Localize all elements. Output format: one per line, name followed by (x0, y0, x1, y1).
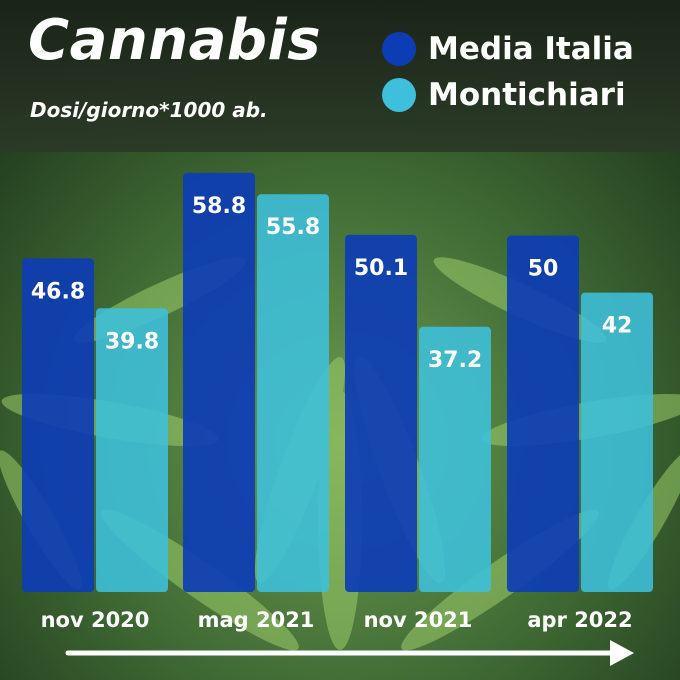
legend-item-media-italia: Media Italia (382, 26, 634, 72)
bar-media-italia-nov-2021 (345, 234, 417, 593)
legend-label-media-italia: Media Italia (428, 31, 634, 67)
x-axis-labels: nov 2020 mag 2021 nov 2021 apr 2022 (41, 608, 633, 632)
value-label-media-italia-nov-2021: 50.1 (354, 256, 408, 281)
value-label-montichiari-nov-2020: 39.8 (105, 329, 159, 354)
bars-layer: 46.8 39.8 58.8 55.8 50.1 37.2 50 42 (22, 172, 653, 593)
chart-subtitle: Dosi/giorno*1000 ab. (30, 98, 268, 122)
header-band (0, 0, 680, 152)
bar-media-italia-nov-2020 (22, 258, 94, 592)
x-tick-label-nov-2021: nov 2021 (364, 608, 473, 632)
bar-montichiari-nov-2020 (96, 308, 168, 592)
bar-media-italia-apr-2022 (507, 235, 579, 592)
legend-swatch-media-italia (382, 32, 416, 66)
value-label-media-italia-mag-2021: 58.8 (192, 194, 246, 219)
legend-item-montichiari: Montichiari (382, 72, 634, 118)
legend-swatch-montichiari (382, 78, 416, 112)
chart-title: Cannabis (28, 8, 322, 73)
bar-montichiari-nov-2021 (419, 326, 491, 592)
legend: Media Italia Montichiari (382, 26, 634, 118)
time-arrow (65, 640, 634, 666)
value-label-media-italia-apr-2022: 50 (528, 257, 559, 282)
bar-montichiari-mag-2021 (257, 194, 329, 593)
value-label-montichiari-nov-2021: 37.2 (428, 348, 482, 373)
bar-media-italia-mag-2021 (183, 172, 255, 592)
x-tick-label-apr-2022: apr 2022 (527, 608, 632, 632)
value-label-montichiari-apr-2022: 42 (602, 314, 633, 339)
legend-label-montichiari: Montichiari (428, 77, 626, 113)
x-tick-label-mag-2021: mag 2021 (198, 608, 315, 632)
bar-montichiari-apr-2022 (581, 292, 653, 592)
value-label-media-italia-nov-2020: 46.8 (31, 279, 85, 304)
value-label-montichiari-mag-2021: 55.8 (266, 215, 320, 240)
x-tick-label-nov-2020: nov 2020 (41, 608, 150, 632)
